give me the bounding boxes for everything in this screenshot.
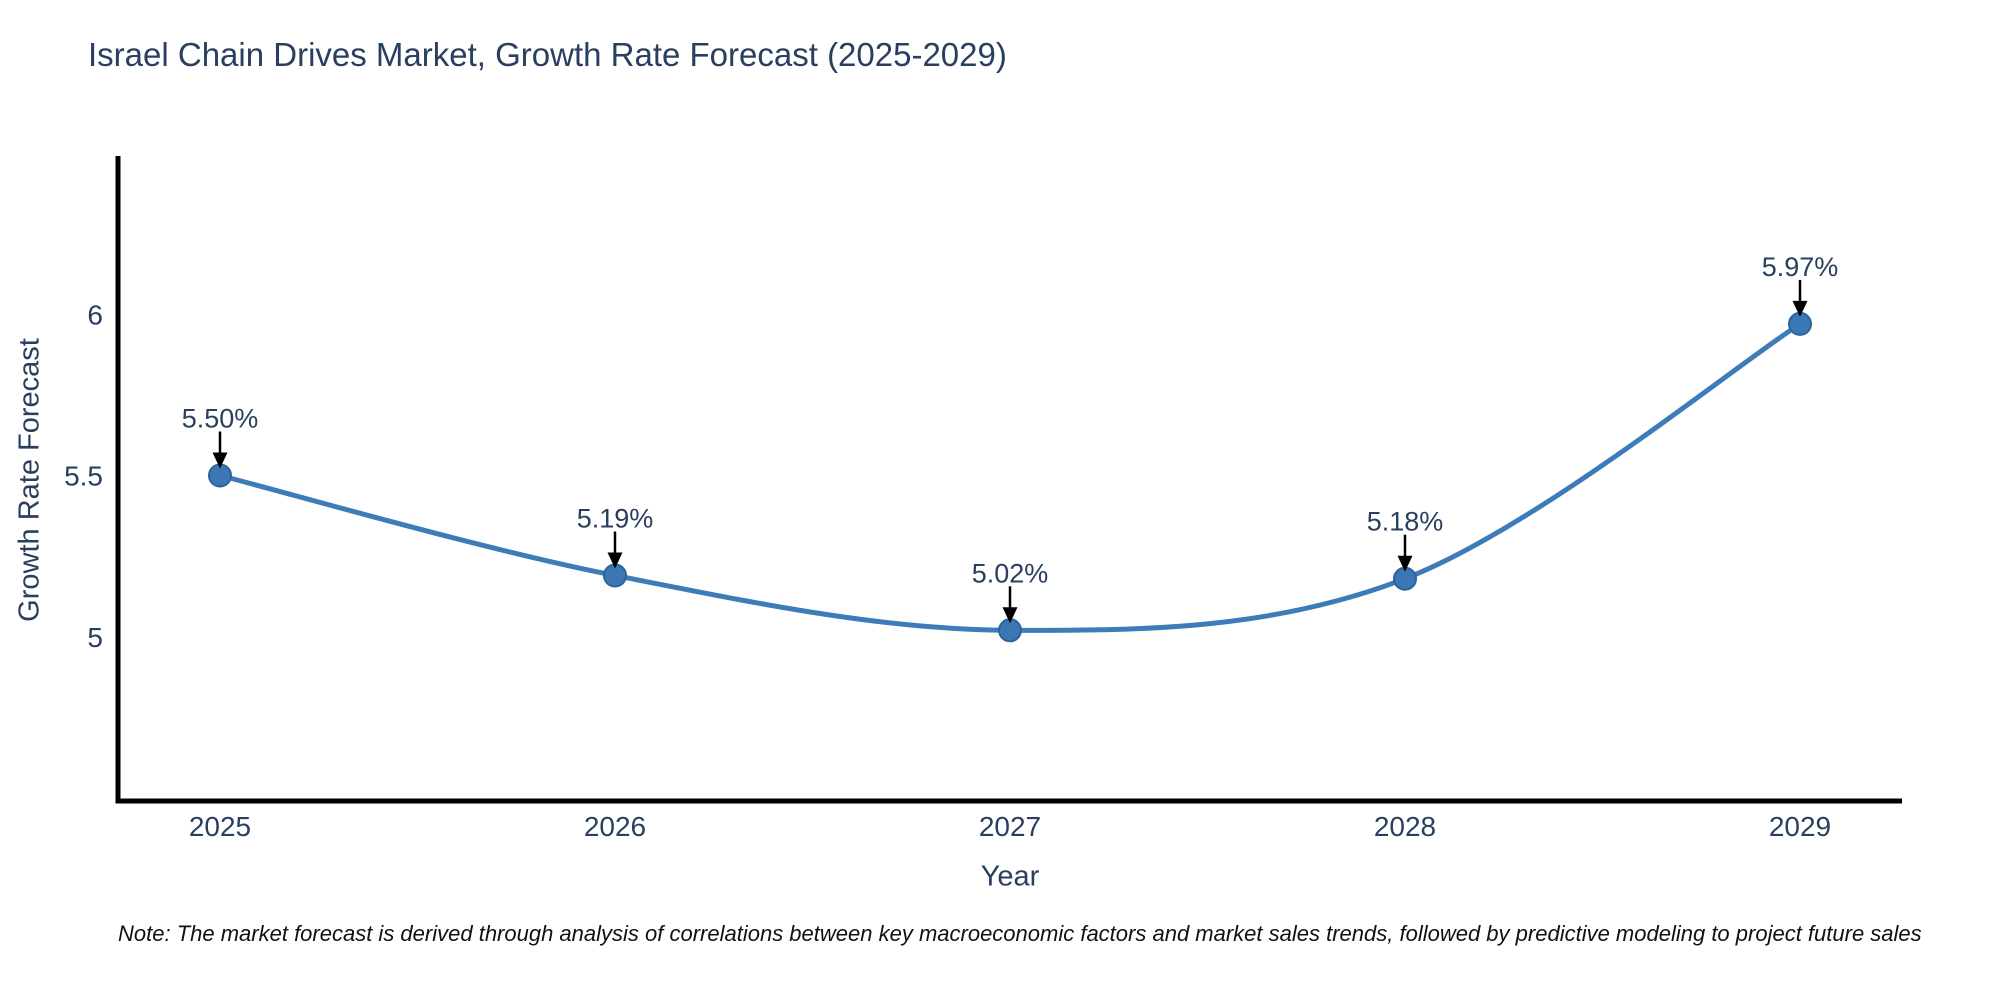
annotation-arrow-head [1397, 555, 1413, 572]
footnote: Note: The market forecast is derived thr… [118, 921, 1922, 946]
data-point-label: 5.97% [1762, 252, 1839, 282]
annotation-arrow-head [212, 452, 228, 469]
y-tick-label: 5.5 [64, 461, 103, 492]
y-axis-title: Growth Rate Forecast [13, 338, 46, 622]
annotation-arrow-head [1792, 300, 1808, 317]
x-tick-label: 2029 [1769, 811, 1831, 842]
data-point-label: 5.50% [182, 404, 259, 434]
x-tick-label: 2026 [584, 811, 646, 842]
x-tick-label: 2025 [189, 811, 251, 842]
x-tick-label: 2027 [979, 811, 1041, 842]
x-tick-label: 2028 [1374, 811, 1436, 842]
chart-title: Israel Chain Drives Market, Growth Rate … [88, 36, 1007, 73]
y-tick-label: 5 [87, 622, 103, 653]
data-point-label: 5.02% [972, 558, 1049, 588]
annotation-arrow-head [1002, 607, 1018, 624]
y-tick-label: 6 [87, 299, 103, 330]
data-point-label: 5.19% [577, 503, 654, 533]
annotation-arrow-head [607, 552, 623, 569]
x-axis-title: Year [980, 860, 1040, 893]
data-point-label: 5.18% [1367, 507, 1444, 537]
